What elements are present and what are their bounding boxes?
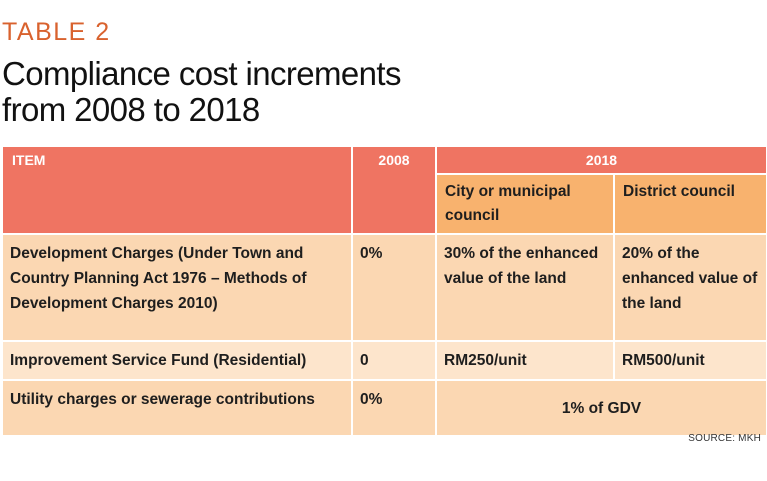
- cell-item: Utility charges or sewerage contribution…: [1, 379, 353, 437]
- cell-city: 30% of the enhanced value of the land: [435, 233, 615, 342]
- source-note: SOURCE: MKH: [688, 433, 761, 444]
- cell-city: RM250/unit: [435, 340, 615, 381]
- table-label: TABLE 2: [2, 18, 111, 46]
- subheader-district-council: District council: [613, 173, 767, 235]
- table-row: Development Charges (Under Town and Coun…: [1, 233, 767, 342]
- header-item: ITEM: [1, 145, 353, 235]
- cell-2008: 0%: [351, 379, 437, 437]
- cell-2008: 0%: [351, 233, 437, 342]
- table-row: Improvement Service Fund (Residential) 0…: [1, 340, 767, 381]
- subheader-city-council: City or municipal council: [435, 173, 615, 235]
- header-2008: 2008: [351, 145, 437, 235]
- cell-2018-merged: 1% of GDV: [435, 379, 767, 437]
- cell-district: 20% of the enhanced value of the land: [613, 233, 767, 342]
- cell-item: Improvement Service Fund (Residential): [1, 340, 353, 381]
- table-title: Compliance cost increments from 2008 to …: [2, 55, 402, 128]
- compliance-cost-table: ITEM 2008 2018 City or municipal council…: [1, 145, 767, 437]
- title-line-2: from 2008 to 2018: [2, 91, 260, 128]
- table-row: Utility charges or sewerage contribution…: [1, 379, 767, 437]
- cell-item: Development Charges (Under Town and Coun…: [1, 233, 353, 342]
- cell-district: RM500/unit: [613, 340, 767, 381]
- cell-2008: 0: [351, 340, 437, 381]
- title-line-1: Compliance cost increments: [2, 55, 402, 92]
- header-2018: 2018: [435, 145, 767, 175]
